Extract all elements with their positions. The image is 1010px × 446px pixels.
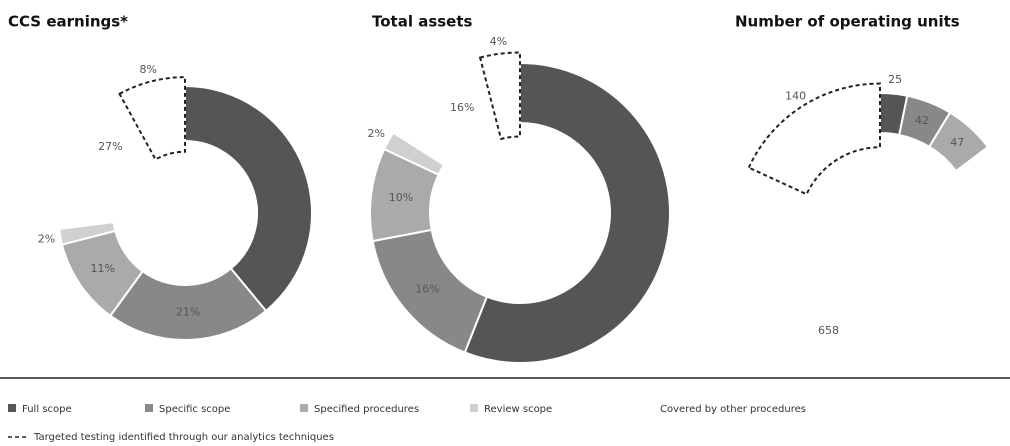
targeted-label: 140 xyxy=(785,89,806,102)
donut-segment xyxy=(57,84,186,231)
targeted-outline xyxy=(478,51,521,141)
data-label: 16% xyxy=(450,101,474,114)
legend-label: Specific scope xyxy=(159,404,230,415)
data-label: 42 xyxy=(915,114,929,127)
data-label: 39% xyxy=(266,172,290,185)
legend-label: Specified procedures xyxy=(314,404,419,415)
data-label: 25 xyxy=(888,73,902,86)
data-label: 2% xyxy=(38,232,55,245)
data-label: 56% xyxy=(626,228,650,241)
data-label: 10% xyxy=(389,191,413,204)
legend-swatch xyxy=(8,404,16,412)
legend-label: Covered by other procedures xyxy=(660,404,806,415)
donut-segment xyxy=(184,84,313,313)
targeted-outline xyxy=(747,82,881,196)
legend-swatch xyxy=(300,404,308,412)
chart-title: CCS earnings* xyxy=(8,13,128,31)
targeted-label: 4% xyxy=(490,35,507,48)
chart-title: Number of operating units xyxy=(735,13,960,31)
donut-segment xyxy=(463,61,671,364)
data-label: 16% xyxy=(415,282,439,295)
legend-label: Targeted testing identified through our … xyxy=(33,432,334,443)
legend-label: Review scope xyxy=(484,404,552,415)
data-label: 658 xyxy=(818,324,839,337)
legend-label: Full scope xyxy=(22,404,72,415)
data-label: 11% xyxy=(90,262,114,275)
data-label: 2% xyxy=(368,127,385,140)
data-label: 47 xyxy=(950,136,964,149)
data-label: 27% xyxy=(98,140,122,153)
donut-segment xyxy=(744,91,1010,364)
legend-swatch xyxy=(470,404,478,412)
targeted-label: 8% xyxy=(139,63,156,76)
data-label: 21% xyxy=(176,305,200,318)
chart-title: Total assets xyxy=(372,13,473,31)
legend-swatch xyxy=(145,404,153,412)
